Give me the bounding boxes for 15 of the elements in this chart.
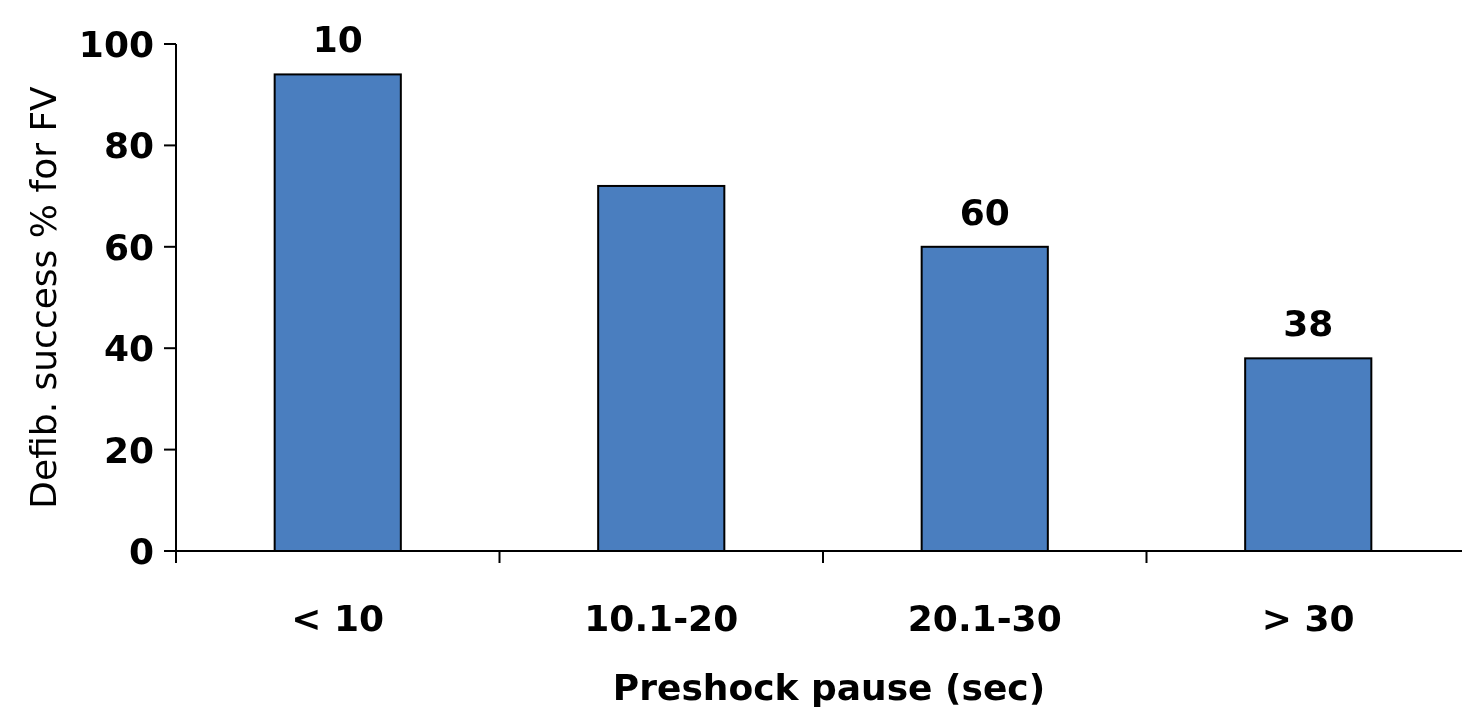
data-label: 60 — [959, 191, 1010, 233]
y-tick-label: 80 — [103, 125, 154, 167]
x-axis-title: Preshock pause (sec) — [612, 667, 1046, 708]
x-tick-label: > 30 — [1261, 598, 1355, 639]
y-tick-label: 0 — [128, 530, 154, 572]
y-tick-label: 40 — [103, 328, 154, 370]
x-tick-label: 20.1-30 — [907, 598, 1062, 639]
x-tick-label: < 10 — [291, 598, 385, 639]
data-label: 38 — [1283, 303, 1334, 345]
annotation: 10 — [312, 19, 363, 61]
x-tick-label: 10.1-20 — [584, 598, 739, 639]
y-tick-label: 60 — [103, 226, 154, 268]
y-tick-label: 100 — [78, 23, 154, 65]
y-axis-title: Defib. success % for FV — [23, 85, 64, 509]
y-tick-label: 20 — [103, 429, 154, 471]
